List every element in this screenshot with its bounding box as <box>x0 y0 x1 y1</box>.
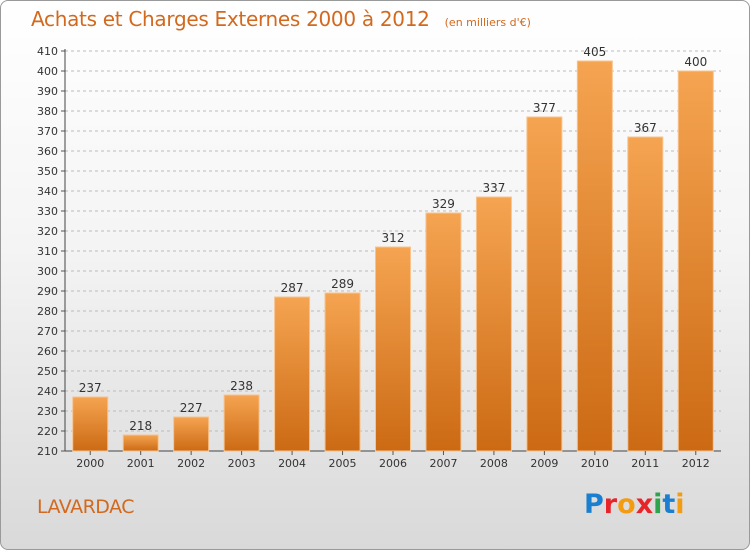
x-tick-label: 2010 <box>581 457 609 470</box>
x-tick-labels: 2000 2001 2002 2003 2004 2005 2006 2007 2008 2009… <box>76 451 710 470</box>
bar <box>173 416 210 452</box>
bar <box>425 212 462 452</box>
bar <box>576 60 613 452</box>
y-tick-label: 320 <box>37 225 58 238</box>
x-tick-label: 2003 <box>228 457 256 470</box>
y-tick-label: 390 <box>37 85 58 98</box>
chart-subtitle: (en milliers d'€) <box>444 16 531 29</box>
y-tick-label: 290 <box>37 285 58 298</box>
x-tick-label: 2012 <box>682 457 710 470</box>
x-tick-label: 2011 <box>631 457 659 470</box>
location-label: LAVARDAC <box>37 496 135 518</box>
y-tick-label: 340 <box>37 185 58 198</box>
y-tick-label: 220 <box>37 425 58 438</box>
x-tick-label: 2004 <box>278 457 306 470</box>
y-tick-label: 400 <box>37 65 58 78</box>
x-tick-label: 2008 <box>480 457 508 470</box>
logo-letter: r <box>603 489 618 520</box>
data-label: 329 <box>432 197 455 211</box>
y-tick-label: 280 <box>37 305 58 318</box>
x-tick-label: 2009 <box>530 457 558 470</box>
x-tick-label: 2005 <box>329 457 357 470</box>
data-label: 312 <box>382 231 405 245</box>
bar <box>375 246 411 452</box>
logo-letter: i <box>653 489 663 520</box>
data-label: 337 <box>482 181 505 195</box>
logo-letter: i <box>675 489 685 520</box>
logo-letter: o <box>617 489 636 520</box>
bar <box>475 196 512 452</box>
x-tick-label: 2006 <box>379 457 407 470</box>
y-tick-label: 310 <box>37 245 58 258</box>
data-label: 237 <box>79 381 102 395</box>
bar <box>677 70 714 452</box>
y-tick-label: 250 <box>37 365 58 378</box>
data-label: 287 <box>281 281 304 295</box>
data-label: 405 <box>583 45 606 59</box>
data-label: 289 <box>331 277 354 291</box>
bar <box>324 292 361 452</box>
y-tick-labels: 210 220 230 240 250 260 270 280 290 300 310 320 330 3… <box>37 45 58 458</box>
y-tick-label: 210 <box>37 445 58 458</box>
data-label: 238 <box>230 379 253 393</box>
bars <box>72 60 714 452</box>
proxiti-logo[interactable]: Proxiti <box>584 489 685 520</box>
x-tick-label: 2000 <box>76 457 104 470</box>
data-label: 400 <box>684 55 707 69</box>
x-tick-label: 2001 <box>127 457 155 470</box>
y-tick-label: 300 <box>37 265 58 278</box>
x-tick-label: 2007 <box>429 457 457 470</box>
data-label: 367 <box>634 121 657 135</box>
y-tick-label: 380 <box>37 105 58 118</box>
y-tick-label: 330 <box>37 205 58 218</box>
y-tick-label: 260 <box>37 345 58 358</box>
data-label: 218 <box>129 419 152 433</box>
y-tick-label: 270 <box>37 325 58 338</box>
bar <box>72 396 109 452</box>
chart-title: Achats et Charges Externes 2000 à 2012 <box>31 7 430 31</box>
logo-letter: t <box>662 489 676 520</box>
y-tick-label: 370 <box>37 125 58 138</box>
logo-letter: P <box>584 489 604 520</box>
bar <box>526 116 563 452</box>
y-tick-label: 240 <box>37 385 58 398</box>
y-tick-label: 230 <box>37 405 58 418</box>
data-label: 227 <box>180 401 203 415</box>
x-tick-label: 2002 <box>177 457 205 470</box>
bar <box>627 136 664 452</box>
data-labels: 237 218 227 238 287 289 312 329 337 377 405 367 400 <box>79 45 707 433</box>
y-tick-label: 350 <box>37 165 58 178</box>
bar <box>122 434 159 452</box>
logo-letter: x <box>635 489 654 520</box>
y-tick-label: 410 <box>37 45 58 58</box>
bar <box>274 296 311 452</box>
title-row: Achats et Charges Externes 2000 à 2012 (… <box>31 7 531 31</box>
y-tick-label: 360 <box>37 145 58 158</box>
bar <box>223 394 260 452</box>
data-label: 377 <box>533 101 556 115</box>
